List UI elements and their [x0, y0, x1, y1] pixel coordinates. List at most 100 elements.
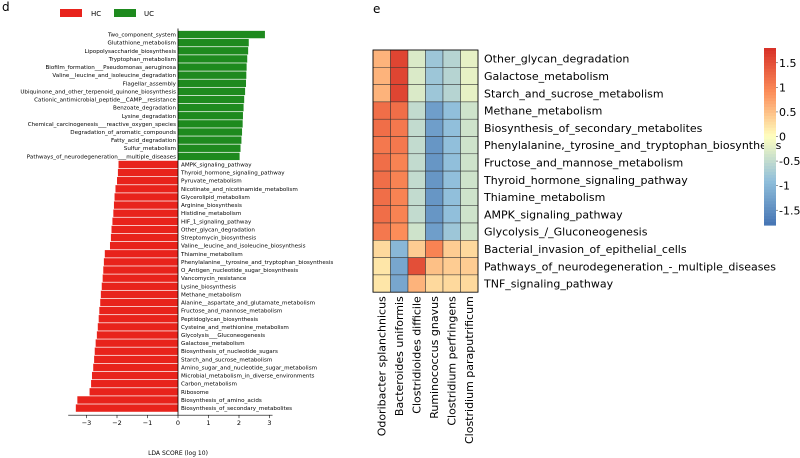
- colorbar-tick-label: -1: [779, 180, 790, 193]
- heatmap-cell: [442, 153, 461, 172]
- colorbar-segment: [764, 168, 776, 173]
- lda-bar: [91, 371, 178, 380]
- heatmap-row-label: TNF_signaling_pathway: [483, 278, 614, 291]
- lda-bar: [100, 290, 178, 299]
- colorbar-segment: [764, 210, 776, 214]
- lda-bar: [117, 177, 178, 185]
- lda-bar: [178, 87, 246, 96]
- lda-bar: [178, 38, 249, 47]
- heatmap-cell: [390, 188, 409, 206]
- lda-bar: [109, 241, 178, 250]
- heatmap-cell: [372, 101, 391, 120]
- lda-bar-chart: Two_component_system Glutathione_metaboli…: [20, 28, 333, 427]
- lda-bar: [100, 298, 178, 307]
- heatmap-row-label: Phenylalanine,_tyrosine_and_tryptophan_b…: [484, 139, 782, 152]
- lda-bar-label: AMPK_signaling_pathway: [181, 162, 252, 168]
- heatmap-cell: [425, 101, 444, 120]
- heatmap-cell: [390, 153, 409, 172]
- lda-bar-label: Ribosome: [181, 390, 209, 396]
- colorbar-segment: [764, 62, 776, 67]
- lda-bar-label: Ubiquinone_and_other_terpenoid_quinone_b…: [20, 89, 176, 95]
- lda-bar-label: Thyroid_hormone_signaling_pathway: [180, 171, 285, 177]
- lda-x-tick-label: −1: [143, 419, 153, 427]
- heatmap-cell: [442, 240, 461, 258]
- lda-bar-label: Pyruvate_metabolism: [181, 179, 242, 185]
- colorbar-segment: [764, 109, 776, 114]
- colorbar-segment: [764, 92, 776, 96]
- heatmap-cell: [390, 67, 409, 85]
- heatmap-cell: [442, 118, 461, 137]
- lda-bar: [178, 112, 243, 120]
- lda-bar: [102, 274, 178, 282]
- heatmap-cell: [442, 222, 461, 241]
- lda-bar-label: Lysine_biosynthesis: [181, 284, 236, 290]
- heatmap-cell: [372, 257, 391, 276]
- colorbar-segment: [764, 98, 776, 102]
- heatmap-cell: [442, 170, 461, 189]
- lda-bar-label: Fatty_acid_degradation: [111, 138, 176, 144]
- lda-bar-label: Glycerolipid_metabolism: [181, 195, 250, 201]
- heatmap-cell: [425, 84, 444, 103]
- heatmap-cell: [460, 240, 479, 258]
- heatmap-cell: [407, 49, 426, 68]
- lda-bar-label: Pathways_of_neurodegeneration___multiple…: [27, 154, 176, 160]
- lda-bar: [178, 103, 244, 112]
- lda-x-tick-label: 2: [237, 419, 241, 427]
- colorbar-segment: [764, 121, 776, 126]
- heatmap-row-label: Methane_metabolism: [484, 105, 602, 118]
- heatmap-column-label: Bacteroides uniformis: [393, 296, 406, 416]
- lda-bar: [178, 128, 243, 136]
- heatmap-cell: [407, 222, 426, 241]
- lda-bar-label: Two_component_system: [107, 33, 176, 39]
- colorbar-segment: [764, 207, 776, 211]
- heatmap-cell: [425, 257, 444, 276]
- lda-bar: [77, 396, 178, 404]
- heatmap-row-label: Thiamine_metabolism: [483, 191, 605, 204]
- lda-bar-label: Starch_and_sucrose_metabolism: [181, 357, 272, 363]
- lda-bar: [178, 152, 240, 161]
- colorbar-segment: [764, 127, 776, 132]
- colorbar-tick-label: 1: [779, 81, 786, 94]
- lda-bar: [115, 185, 178, 193]
- heatmap-cell: [425, 49, 444, 68]
- lda-bar-label: Alanine__aspartate_and_glutamate_metabol…: [181, 301, 315, 307]
- colorbar-segment: [764, 186, 776, 191]
- lda-bar-label: Lysine_degradation: [122, 114, 177, 120]
- heatmap-cell: [407, 118, 426, 137]
- lda-bar: [94, 355, 178, 364]
- lda-bar-label: Biofilm_formation___Pseudomonas_aerugino…: [45, 65, 176, 71]
- heatmap-column-label: Clostridioides difficile: [411, 296, 424, 414]
- heatmap-cell: [372, 84, 391, 103]
- colorbar-segment: [764, 151, 776, 155]
- lda-bar-label: Biosynthesis_of_amino_acids: [181, 398, 262, 404]
- colorbar-segment: [764, 183, 776, 188]
- heatmap-cell: [425, 170, 444, 189]
- heatmap-cell: [407, 274, 426, 293]
- colorbar-segment: [764, 148, 776, 152]
- lda-bar-label: Tryptophan_metabolism: [108, 57, 176, 63]
- lda-x-tick-label: −3: [82, 419, 92, 427]
- colorbar-segment: [764, 107, 776, 111]
- colorbar-segment: [764, 180, 776, 185]
- colorbar-segment: [764, 77, 776, 82]
- lda-bar-label: Peptidoglycan_biosynthesis: [181, 317, 258, 323]
- lda-bar-label: Cationic_antimicrobial_peptide__CAMP__re…: [34, 98, 176, 104]
- heatmap-cell: [460, 67, 479, 85]
- lda-bar: [114, 193, 178, 201]
- heatmap-cell: [407, 84, 426, 103]
- lda-bar-label: Arginine_biosynthesis: [181, 203, 242, 209]
- lda-bar: [178, 95, 245, 104]
- heatmap-cell: [407, 205, 426, 224]
- colorbar-tick-label: -1.5: [779, 204, 800, 217]
- lda-bar-label: Methane_metabolism: [181, 292, 241, 298]
- lda-x-tick-label: 1: [206, 419, 210, 427]
- heatmap-cell: [425, 240, 444, 258]
- colorbar-segment: [764, 112, 776, 117]
- heatmap-cell: [372, 222, 391, 241]
- colorbar-segment: [764, 65, 776, 70]
- lda-bar-label: Galactose_metabolism: [181, 341, 245, 347]
- heatmap-cell: [425, 205, 444, 224]
- colorbar-segment: [764, 201, 776, 205]
- heatmap-cell: [390, 84, 409, 103]
- heatmap-row-label: AMPK_signaling_pathway: [484, 208, 623, 221]
